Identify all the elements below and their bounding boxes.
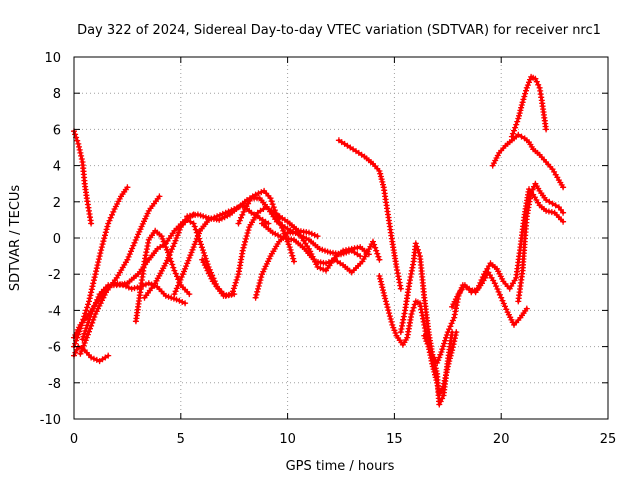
series-markers	[77, 193, 163, 357]
y-tick-label: 0	[53, 232, 61, 247]
series-arc-17	[397, 240, 456, 408]
tick-marks	[73, 56, 609, 420]
x-tick-label: 5	[177, 432, 185, 447]
series-arc-15	[335, 137, 404, 292]
series-markers	[397, 240, 456, 408]
series-arc-14	[259, 220, 383, 276]
y-axis-label: SDTVAR / TECUs	[8, 185, 23, 292]
y-tick-label: -4	[48, 304, 61, 319]
x-tick-label: 0	[70, 432, 78, 447]
series-arc-19	[449, 186, 567, 310]
y-tick-label: 4	[53, 160, 61, 175]
series-markers	[252, 229, 372, 301]
y-tick-label: 6	[53, 123, 61, 138]
x-axis-label: GPS time / hours	[286, 459, 395, 474]
series-markers	[335, 137, 404, 292]
y-tick-labels: -10 -8 -6 -4 -2 0 2 4 6 8 10	[40, 51, 61, 428]
y-tick-label: 8	[53, 87, 61, 102]
data-layer	[71, 73, 567, 408]
series-markers	[489, 131, 567, 191]
x-tick-label: 25	[600, 432, 617, 447]
series-arc-5	[77, 193, 163, 357]
series-markers	[259, 220, 383, 276]
series-line	[72, 345, 110, 363]
x-tick-label: 10	[279, 432, 296, 447]
y-tick-label: -2	[48, 268, 61, 283]
series-arc-22	[515, 180, 567, 305]
y-tick-label: -10	[40, 413, 61, 428]
y-tick-label: 10	[44, 51, 61, 66]
x-tick-label: 20	[493, 432, 510, 447]
series-markers	[449, 186, 567, 310]
series-line	[237, 196, 362, 258]
chart-title: Day 322 of 2024, Sidereal Day-to-day VTE…	[77, 23, 601, 38]
y-tick-label: -8	[48, 377, 61, 392]
y-tick-label: -6	[48, 341, 61, 356]
x-tick-label: 15	[386, 432, 403, 447]
series-markers	[515, 180, 567, 305]
series-arc-20	[489, 131, 567, 191]
series-arc-21	[508, 73, 550, 140]
series-arc-13	[252, 229, 372, 301]
y-tick-label: 2	[53, 196, 61, 211]
series-markers	[508, 73, 550, 140]
x-tick-labels: 0 5 10 15 20 25	[70, 432, 616, 447]
